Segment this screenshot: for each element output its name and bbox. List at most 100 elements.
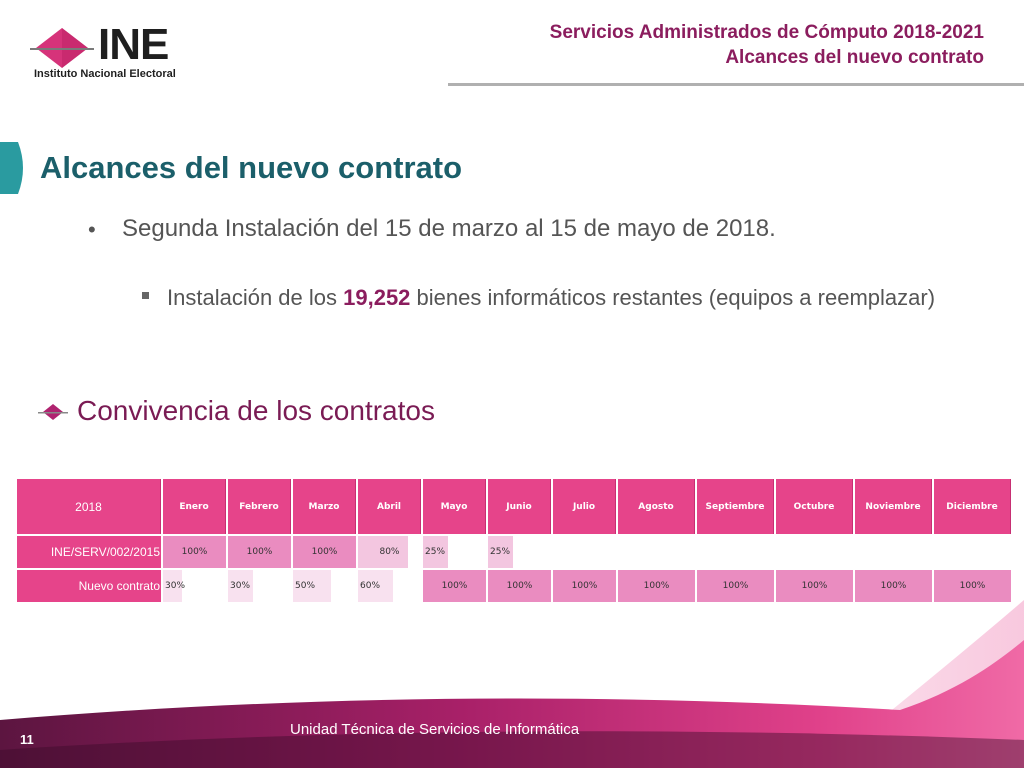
month-cell: 100% — [776, 570, 853, 602]
month-header: Agosto — [618, 479, 695, 534]
progress-bar — [423, 536, 449, 568]
month-cell — [776, 536, 853, 568]
month-cell: 100% — [934, 570, 1011, 602]
table-row: Nuevo contrato 30% 30% 50% 60% 100% 100% 100% 10… — [17, 570, 1011, 602]
progress-bar — [488, 570, 551, 602]
month-cell: 100% — [553, 570, 616, 602]
header-divider — [448, 83, 1024, 86]
logo-subtitle: Instituto Nacional Electoral — [34, 68, 176, 80]
month-cell — [618, 536, 695, 568]
cell-value: 100% — [311, 547, 338, 557]
ine-logo-icon — [30, 28, 94, 68]
progress-bar — [776, 570, 853, 602]
month-header: Enero — [163, 479, 226, 534]
month-cell: 100% — [293, 536, 356, 568]
progress-bar — [423, 570, 486, 602]
month-header: Julio — [553, 479, 616, 534]
logo-wordmark: INE — [98, 20, 169, 69]
month-header: Marzo — [293, 479, 356, 534]
month-header: Junio — [488, 479, 551, 534]
month-cell: 25% — [488, 536, 551, 568]
diamond-bullet-icon — [38, 404, 68, 420]
progress-bar — [293, 536, 356, 568]
cell-value: 100% — [959, 581, 986, 591]
progress-bar — [163, 570, 182, 602]
month-header: Diciembre — [934, 479, 1011, 534]
footer-swoosh — [0, 600, 1024, 768]
progress-bar — [228, 536, 291, 568]
month-cell: 100% — [855, 570, 932, 602]
month-header: Octubre — [776, 479, 853, 534]
cell-value: 100% — [571, 581, 598, 591]
progress-bar — [553, 570, 616, 602]
progress-bar — [358, 536, 409, 568]
month-header: Septiembre — [697, 479, 774, 534]
month-cell — [934, 536, 1011, 568]
progress-bar — [228, 570, 254, 602]
bullet-instalacion-bienes: Instalación de los 19,252 bienes informá… — [167, 283, 985, 313]
bullet2-text-pre: Instalación de los — [167, 285, 337, 310]
month-cell: 100% — [228, 536, 291, 568]
year-header: 2018 — [17, 479, 161, 534]
cell-value: 50% — [295, 581, 316, 591]
month-cell — [697, 536, 774, 568]
month-cell: 30% — [228, 570, 291, 602]
table-header-row: 2018 Enero Febrero Marzo Abril Mayo Junio Julio… — [17, 479, 1011, 534]
contracts-schedule-table: 2018 Enero Febrero Marzo Abril Mayo Junio Julio… — [15, 477, 1013, 604]
cell-value: 100% — [506, 581, 533, 591]
page-number: 11 — [20, 732, 34, 747]
bullet-segunda-instalacion: Segunda Instalación del 15 de marzo al 1… — [122, 215, 776, 242]
month-cell: 25% — [423, 536, 486, 568]
month-cell: 30% — [163, 570, 226, 602]
month-cell: 100% — [488, 570, 551, 602]
cell-value: 100% — [181, 547, 208, 557]
cell-value: 25% — [490, 547, 511, 557]
progress-bar — [163, 536, 226, 568]
cell-value: 30% — [165, 581, 186, 591]
month-cell: 100% — [697, 570, 774, 602]
cell-value: 100% — [246, 547, 273, 557]
cell-value: 100% — [880, 581, 907, 591]
footer-unit-name: Unidad Técnica de Servicios de Informáti… — [290, 721, 580, 738]
cell-value: 100% — [643, 581, 670, 591]
cell-value: 80% — [379, 547, 400, 557]
progress-bar — [855, 570, 932, 602]
title-tab-marker — [0, 142, 23, 194]
bullet2-highlight: 19,252 — [343, 285, 411, 310]
cell-value: 60% — [360, 581, 381, 591]
section-convivencia: Convivencia de los contratos — [77, 395, 435, 426]
progress-bar — [697, 570, 774, 602]
cell-value: 30% — [230, 581, 251, 591]
header-title: Servicios Administrados de Cómputo 2018-… — [550, 20, 984, 70]
month-header: Febrero — [228, 479, 291, 534]
month-header: Abril — [358, 479, 421, 534]
month-cell: 100% — [423, 570, 486, 602]
cell-value: 100% — [441, 581, 468, 591]
progress-bar — [934, 570, 1011, 602]
month-cell: 50% — [293, 570, 356, 602]
bullet-dot: • — [88, 217, 96, 242]
row-label: Nuevo contrato — [17, 570, 161, 602]
cell-value: 100% — [801, 581, 828, 591]
table-row: INE/SERV/002/2015 100% 100% 100% 80% 25% 25% — [17, 536, 1011, 568]
cell-value: 25% — [425, 547, 446, 557]
progress-bar — [488, 536, 514, 568]
progress-bar — [618, 570, 695, 602]
bullet-square — [142, 292, 149, 299]
month-cell — [553, 536, 616, 568]
bullet2-text-post: bienes informáticos restantes (equipos a… — [416, 285, 936, 310]
month-header: Mayo — [423, 479, 486, 534]
progress-bar — [358, 570, 393, 602]
month-cell: 80% — [358, 536, 421, 568]
progress-bar — [293, 570, 331, 602]
cell-value: 100% — [722, 581, 749, 591]
month-cell: 100% — [163, 536, 226, 568]
header-title-line1: Servicios Administrados de Cómputo 2018-… — [549, 22, 984, 43]
month-header: Noviembre — [855, 479, 932, 534]
month-cell — [855, 536, 932, 568]
header-title-line2: Alcances del nuevo contrato — [725, 47, 984, 68]
page-title: Alcances del nuevo contrato — [40, 150, 463, 185]
month-cell: 100% — [618, 570, 695, 602]
month-cell: 60% — [358, 570, 421, 602]
row-label: INE/SERV/002/2015 — [17, 536, 161, 568]
